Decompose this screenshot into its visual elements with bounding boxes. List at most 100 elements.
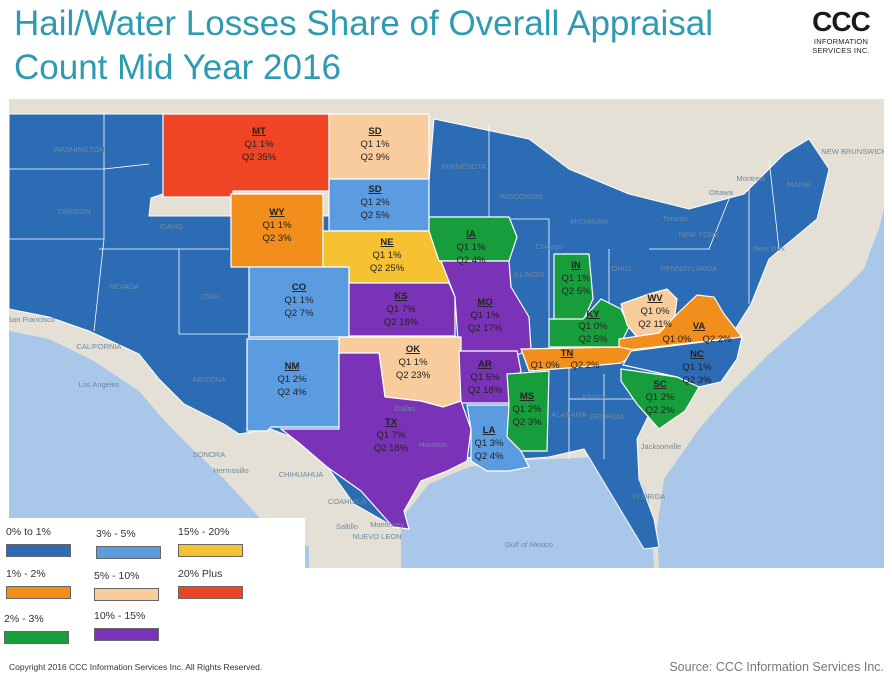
state-q2: Q2 7% <box>284 308 314 319</box>
state-q2: Q2 4% <box>474 451 504 462</box>
state-abbr: CO <box>292 282 306 293</box>
state-va[interactable] <box>618 294 744 352</box>
legend-item: 10% - 15% <box>94 610 159 641</box>
state-q1: Q1 1% <box>456 242 486 253</box>
state-nc[interactable] <box>622 336 743 388</box>
state-abbr: WY <box>269 207 285 218</box>
state-q1: Q1 1% <box>244 139 274 150</box>
label-idaho: IDAHO <box>159 222 183 231</box>
state-q2: Q2 2% <box>570 360 600 371</box>
label-georgia: GEORGIA <box>589 412 624 421</box>
label-utah: UTAH <box>199 292 219 301</box>
state-in[interactable] <box>553 253 594 324</box>
label-nuevo-leon: NUEVO LEON <box>352 532 401 541</box>
state-q2: Q2 25% <box>370 263 405 274</box>
state-label-wy: WY Q1 1% Q2 3% <box>262 207 292 244</box>
state-q2: Q2 18% <box>384 317 419 328</box>
state-q1: Q1 2% <box>512 404 542 415</box>
state-abbr: WV <box>647 293 663 304</box>
state-q1: Q1 0% <box>640 306 670 317</box>
label-minnesota: MINNESOTA <box>442 162 486 171</box>
state-q2: Q2 23% <box>396 370 431 381</box>
state-q1: Q1 1% <box>470 310 500 321</box>
state-q1: Q1 2% <box>277 374 307 385</box>
label-dallas: Dallas <box>395 404 416 413</box>
state-abbr: SD <box>368 184 381 195</box>
state-abbr: MO <box>477 297 492 308</box>
legend-label: 20% Plus <box>178 568 223 580</box>
state-q2: Q2 18% <box>374 443 409 454</box>
state-q2: Q2 5% <box>561 286 591 297</box>
label-pennsylvania: PENNSYLVANIA <box>661 264 717 273</box>
state-label-tx: TX Q1 7% Q2 18% <box>374 417 409 454</box>
state-tx[interactable] <box>279 352 472 530</box>
state-q1: Q1 1% <box>398 357 428 368</box>
state-q2: Q2 3% <box>682 375 712 386</box>
state-q1: Q1 1% <box>372 250 402 261</box>
state-tn[interactable] <box>520 346 641 372</box>
state-label-ia: IA Q1 1% Q2 4% <box>456 229 486 266</box>
state-abbr: TX <box>385 417 398 428</box>
state-q1: Q1 2% <box>360 197 390 208</box>
label-hermosillo: Hermosillo <box>213 466 248 475</box>
state-nm[interactable] <box>246 338 340 432</box>
label-coahuila: COAHUILA <box>328 497 366 506</box>
state-q2: Q2 18% <box>468 385 503 396</box>
state-abbr: MT <box>252 126 266 137</box>
state-ks[interactable] <box>348 282 456 337</box>
state-abbr: NC <box>690 349 704 360</box>
legend-swatch <box>94 588 159 601</box>
state-label-ms: MS Q1 2% Q2 3% <box>512 391 542 428</box>
state-abbr: NM <box>285 361 300 372</box>
map-legend: 0% to 1% 3% - 5% 15% - 20% 1% - 2% 5% - … <box>0 518 305 655</box>
label-illinois: ILLINOIS <box>514 270 545 279</box>
legend-item: 3% - 5% <box>96 528 161 559</box>
state-label-ky: KY Q1 0% Q2 5% <box>578 309 608 345</box>
state-label-wv: WV Q1 0% Q2 11% <box>638 293 672 330</box>
state-label-sd: SD Q1 2% Q2 5% <box>360 184 390 221</box>
state-q2: Q2 11% <box>638 319 672 330</box>
legend-swatch <box>96 546 161 559</box>
state-label-ok: OK Q1 1% Q2 23% <box>396 344 431 381</box>
label-michigan: MICHIGAN <box>570 217 608 226</box>
state-q1: Q1 1% <box>262 220 292 231</box>
state-q1: Q1 2% <box>645 392 675 403</box>
state-label-mo: MO Q1 1% Q2 17% <box>468 297 503 334</box>
legend-item: 5% - 10% <box>94 570 159 601</box>
label-california: CALIFORNIA <box>76 342 121 351</box>
state-labels: MT Q1 1% Q2 35% SD Q1 1% Q2 9% SD Q1 2% … <box>242 126 732 462</box>
state-label-in: IN Q1 1% Q2 5% <box>561 260 591 297</box>
state-label-ne: NE Q1 1% Q2 25% <box>370 237 405 274</box>
state-label-co: CO Q1 1% Q2 7% <box>284 282 314 319</box>
state-label-mt: MT Q1 1% Q2 35% <box>242 126 277 163</box>
state-abbr: MS <box>520 391 534 402</box>
state-q2: Q2 3% <box>262 233 292 244</box>
legend-item: 1% - 2% <box>6 568 71 599</box>
label-san-francisco: San Francisco <box>9 315 55 324</box>
legend-label: 0% to 1% <box>6 526 51 538</box>
pacific-ocean <box>9 331 309 568</box>
state-sc[interactable] <box>620 368 700 430</box>
state-label-ar: AR Q1 5% Q2 18% <box>468 359 503 396</box>
atlantic-ocean <box>657 99 884 568</box>
label-new-york-city: New York <box>753 244 785 253</box>
state-abbr: KY <box>586 309 600 320</box>
state-label-ks: KS Q1 7% Q2 18% <box>384 291 419 328</box>
label-toronto: Toronto <box>662 214 687 223</box>
logo-mark-text: CCC <box>812 6 870 36</box>
basemap-labels: WASHINGTON OREGON IDAHO NEVADA UTAH CALI… <box>9 145 884 549</box>
state-abbr: NE <box>380 237 393 248</box>
state-q1: Q1 0% <box>530 360 560 371</box>
state-q1: Q1 0% <box>578 321 608 332</box>
source-text: Source: CCC Information Services Inc. <box>669 660 884 674</box>
legend-item: 15% - 20% <box>178 526 243 557</box>
label-houston: Houston <box>419 440 447 449</box>
state-la[interactable] <box>466 404 530 472</box>
state-q2: Q2 4% <box>456 255 486 266</box>
state-q2: Q2 2% <box>645 405 675 416</box>
state-label-nd: SD Q1 1% Q2 9% <box>360 126 390 163</box>
legend-swatch <box>4 631 69 644</box>
legend-swatch <box>6 544 71 557</box>
state-q1: Q1 5% <box>470 372 500 383</box>
legend-label: 10% - 15% <box>94 610 146 622</box>
